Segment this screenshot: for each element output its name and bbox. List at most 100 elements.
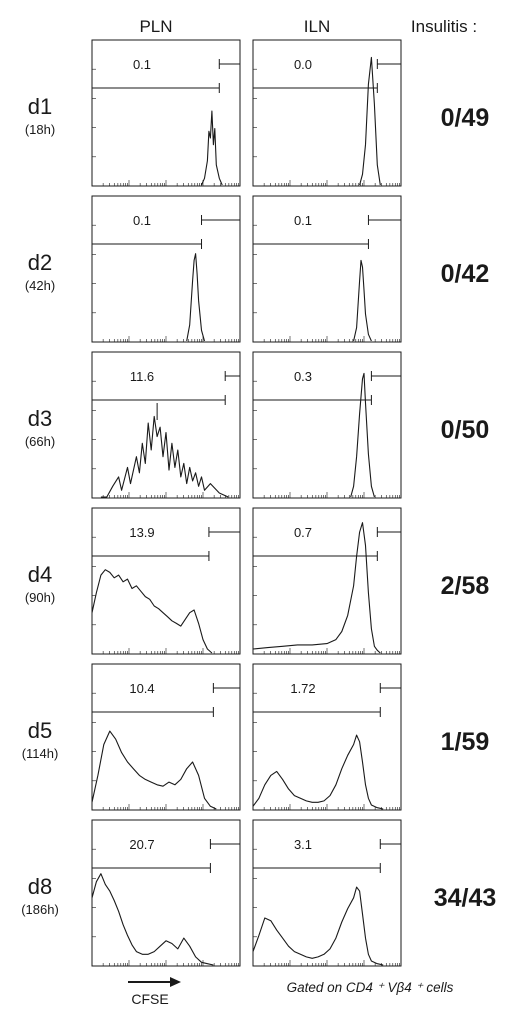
- gate-markers: [92, 839, 240, 873]
- histogram-curve: [91, 730, 217, 810]
- axis-ticks: [252, 380, 400, 498]
- column-header-pln: PLN: [139, 17, 172, 36]
- day-label: d2: [28, 250, 52, 275]
- panel-frame: [91, 507, 241, 655]
- histogram-panel-iln-d3: 0.3: [252, 351, 402, 499]
- insulitis-value: 0/42: [441, 260, 490, 288]
- gate-markers: [92, 215, 240, 249]
- axis-ticks: [252, 68, 400, 186]
- day-label: d1: [28, 94, 52, 119]
- axis-ticks: [252, 692, 400, 810]
- day-label: d3: [28, 406, 52, 431]
- panel-frame: [252, 819, 402, 967]
- insulitis-value: 0/49: [441, 104, 490, 132]
- gate-markers: [253, 683, 401, 717]
- gate-percentage: 20.7: [129, 837, 154, 852]
- gate-note: Gated on CD4 ⁺ Vβ4 ⁺ cells: [287, 980, 454, 995]
- panel-frame: [252, 351, 402, 499]
- gate-markers: [253, 839, 401, 873]
- histogram-panel-pln-d8: 20.7: [91, 819, 241, 967]
- histogram-curve: [353, 259, 372, 342]
- column-header-iln: ILN: [304, 17, 330, 36]
- row-d4: d4 (90h) 2/58 13.9 0.7: [25, 507, 490, 655]
- axis-ticks: [91, 692, 239, 810]
- panel-frame: [91, 39, 241, 187]
- insulitis-value: 34/43: [434, 884, 497, 912]
- histogram-curve: [91, 569, 213, 654]
- histogram-curve: [359, 56, 381, 186]
- axis-ticks: [91, 68, 239, 186]
- day-label: d8: [28, 874, 52, 899]
- histogram-panel-iln-d5: 1.72: [252, 663, 402, 811]
- row-d3: d3 (66h) 0/50 11.6 0.3: [25, 351, 490, 499]
- gate-markers: [92, 683, 240, 717]
- day-label: d4: [28, 562, 52, 587]
- histogram-panel-pln-d5: 10.4: [91, 663, 241, 811]
- hours-label: (42h): [25, 278, 55, 293]
- histogram-curve: [252, 886, 384, 966]
- panel-frame: [91, 819, 241, 967]
- histogram-rows: d1 (18h) 0/49 0.1 0.0 d2 (42h) 0/42 0.1 0.1 d3 (66h…: [21, 39, 497, 967]
- panel-frame: [91, 195, 241, 343]
- gate-percentage: 0.7: [294, 525, 312, 540]
- panel-frame: [252, 663, 402, 811]
- gate-markers: [253, 59, 401, 93]
- gate-percentage: 10.4: [129, 681, 154, 696]
- gate-percentage: 1.72: [290, 681, 315, 696]
- histogram-curve: [252, 522, 381, 654]
- insulitis-value: 1/59: [441, 728, 490, 756]
- axis-ticks: [91, 848, 239, 966]
- gate-markers: [253, 215, 401, 249]
- gate-percentage: 3.1: [294, 837, 312, 852]
- axis-ticks: [91, 224, 239, 342]
- axis-ticks: [252, 848, 400, 966]
- gate-markers: [253, 527, 401, 561]
- gate-percentage: 11.6: [130, 369, 154, 384]
- panel-frame: [252, 507, 402, 655]
- gate-percentage: 0.1: [133, 213, 151, 228]
- gate-percentage: 0.3: [294, 369, 312, 384]
- gate-percentage: 13.9: [129, 525, 154, 540]
- histogram-panel-iln-d4: 0.7: [252, 507, 402, 655]
- panel-frame: [252, 195, 402, 343]
- gate-percentage: 0.1: [133, 57, 151, 72]
- x-axis-label: CFSE: [131, 991, 168, 1007]
- axis-ticks: [252, 224, 400, 342]
- axis-ticks: [91, 536, 239, 654]
- panel-frame: [91, 351, 241, 499]
- x-axis-arrow-icon: [128, 977, 181, 987]
- insulitis-value: 0/50: [441, 416, 490, 444]
- axis-ticks: [252, 536, 400, 654]
- gate-markers: [92, 371, 240, 405]
- hours-label: (186h): [21, 902, 59, 917]
- row-d1: d1 (18h) 0/49 0.1 0.0: [25, 39, 490, 187]
- hours-label: (66h): [25, 434, 55, 449]
- histogram-panel-pln-d3: 11.6: [91, 351, 241, 499]
- histogram-panel-iln-d1: 0.0: [252, 39, 402, 187]
- gate-percentage: 0.0: [294, 57, 312, 72]
- row-d2: d2 (42h) 0/42 0.1 0.1: [25, 195, 490, 343]
- day-label: d5: [28, 718, 52, 743]
- gate-percentage: 0.1: [294, 213, 312, 228]
- hours-label: (90h): [25, 590, 55, 605]
- gate-markers: [92, 59, 240, 93]
- histogram-panel-iln-d2: 0.1: [252, 195, 402, 343]
- histogram-panel-pln-d2: 0.1: [91, 195, 241, 343]
- panel-frame: [252, 39, 402, 187]
- histogram-panel-pln-d4: 13.9: [91, 507, 241, 655]
- gate-markers: [253, 371, 401, 405]
- row-d5: d5 (114h) 1/59 10.4 1.72: [22, 663, 490, 811]
- insulitis-value: 2/58: [441, 572, 490, 600]
- histogram-panel-pln-d1: 0.1: [91, 39, 241, 187]
- hours-label: (18h): [25, 122, 55, 137]
- histogram-curve: [350, 372, 375, 498]
- histogram-curve: [186, 253, 206, 342]
- histogram-panel-iln-d8: 3.1: [252, 819, 402, 967]
- gate-markers: [92, 527, 240, 561]
- column-header-insulitis: Insulitis :: [411, 17, 477, 36]
- histogram-curve: [91, 873, 214, 966]
- hours-label: (114h): [22, 746, 59, 761]
- histogram-curve: [252, 734, 384, 810]
- histogram-curve: [200, 110, 223, 186]
